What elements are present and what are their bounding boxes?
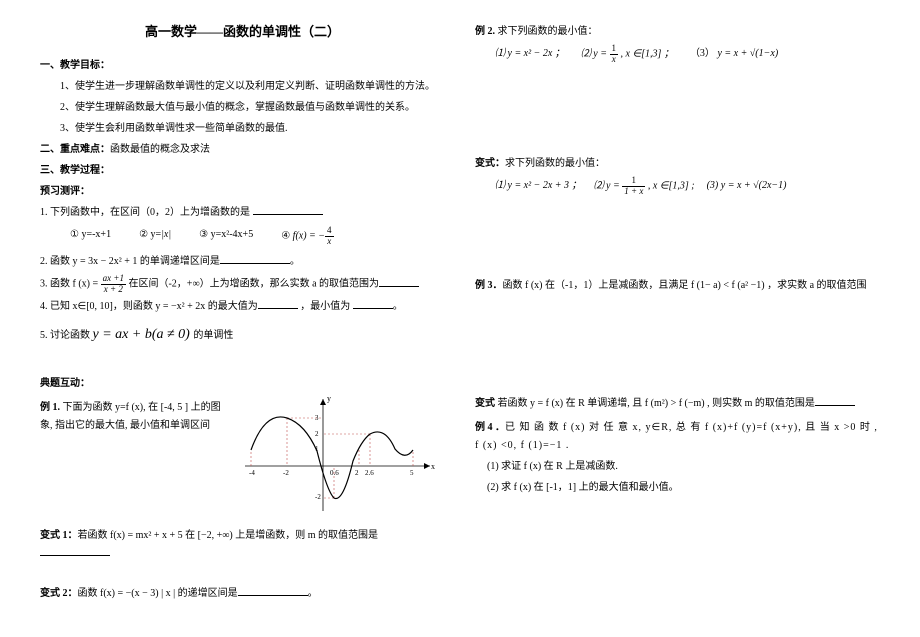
- ex4-label: 例 4 ．: [475, 422, 505, 433]
- opt-4: ④ f(x) = −4x: [281, 226, 333, 247]
- svg-text:5: 5: [410, 469, 414, 477]
- goal-1: 1、使学生进一步理解函数单调性的定义以及利用定义判断、证明函数单调性的方法。: [40, 78, 445, 96]
- ex4-sub1: (1) 求证 f (x) 在 R 上是减函数.: [475, 458, 880, 476]
- v2r-3: (3) y = x + √(2x−1): [707, 177, 787, 195]
- sec-process: 三、教学过程：: [40, 162, 445, 180]
- opt-2: ② y=|x|: [139, 226, 171, 247]
- q4: 4. 已知 x∈[0, 10]，则函数 y = −x² + 2x 的最大值为 ，…: [40, 298, 445, 316]
- q4-blank2: [353, 300, 393, 309]
- q2: 2. 函数 y = 3x − 2x² + 1 的单调递增区间是。: [40, 253, 445, 271]
- svg-text:2: 2: [315, 430, 319, 438]
- v2r-1: ⑴ y = x² − 2x + 3 ；: [495, 177, 582, 195]
- q5a: 5. 讨论函数: [40, 330, 90, 341]
- q4b: ，最小值为: [300, 301, 350, 312]
- q5: 5. 讨论函数 y = ax + b(a ≠ 0) 的单调性: [40, 322, 445, 347]
- graph-figure: x y -4 -2 0.6 2 2.6 5 -2 1 2 3: [235, 391, 435, 516]
- v2r-2: ⑵ y = 11 + x , x ∈[1,3] ;: [594, 176, 695, 197]
- q5m: y = ax + b(a ≠ 0): [93, 327, 194, 342]
- q3-blank: [379, 278, 419, 287]
- ex2-1: ⑴ y = x² − 2x ；: [495, 45, 565, 63]
- ex3-body: 函数 f (x) 在（-1，1）上是减函数，且满足 f (1− a) < f (…: [503, 280, 867, 291]
- svg-text:-2: -2: [283, 469, 289, 477]
- ex2-3: （3） y = x + √(1−x): [690, 45, 778, 63]
- q3b: 在区间（-2，+∞）上为增函数，那么实数 a 的取值范围为: [128, 279, 379, 290]
- v1-label: 变式 1：: [40, 530, 78, 541]
- ex4-body: 已 知 函 数 f (x) 对 任 意 x, y∈R, 总 有 f (x)+f …: [475, 422, 878, 451]
- q1-blank: [253, 206, 323, 215]
- v2-label: 变式 2：: [40, 588, 78, 599]
- ex2-body: 求下列函数的最小值：: [498, 26, 598, 37]
- variant1: 变式 1：若函数 f(x) = mx² + x + 5 在 [−2, +∞) 上…: [40, 527, 445, 563]
- v2r-label: 变式：: [475, 158, 505, 169]
- ex3-label: 例 3．: [475, 280, 503, 291]
- ex1-body: 下面为函数 y=f (x), 在 [-4, 5 ] 上的图象, 指出它的最大值,…: [40, 402, 221, 431]
- preview-heading: 预习测评：: [40, 183, 445, 201]
- example1-text: 例 1. 下面为函数 y=f (x), 在 [-4, 5 ] 上的图象, 指出它…: [40, 399, 222, 435]
- example2: 例 2. 求下列函数的最小值：: [475, 23, 880, 41]
- svg-text:0.6: 0.6: [330, 469, 339, 477]
- ex4-sub2: (2) 求 f (x) 在 [-1，1] 上的最大值和最小值。: [475, 479, 880, 497]
- svg-text:x: x: [431, 462, 435, 471]
- v2r-body: 求下列函数的最小值：: [505, 158, 605, 169]
- v2-blank: [238, 587, 308, 596]
- sec-key-text: 函数最值的概念及求法: [110, 144, 210, 155]
- v1-body: 若函数 f(x) = mx² + x + 5 在 [−2, +∞) 上是增函数，…: [78, 530, 379, 541]
- svg-text:-2: -2: [315, 493, 321, 501]
- q1-text: 1. 下列函数中，在区间（0，2）上为增函数的是: [40, 207, 250, 218]
- q1-options: ① y=-x+1 ② y=|x| ③ y=x²-4x+5 ④ f(x) = −4…: [40, 226, 445, 247]
- q2-text: 2. 函数 y = 3x − 2x² + 1 的单调递增区间是: [40, 256, 220, 267]
- q4a: 4. 已知 x∈[0, 10]，则函数 y = −x² + 2x 的最大值为: [40, 301, 258, 312]
- sec-key: 二、重点难点：函数最值的概念及求法: [40, 141, 445, 159]
- goal-2: 2、使学生理解函数最大值与最小值的概念，掌握函数最值与函数单调性的关系。: [40, 99, 445, 117]
- sec-key-label: 二、重点难点：: [40, 144, 110, 155]
- svg-text:y: y: [327, 394, 331, 403]
- q1: 1. 下列函数中，在区间（0，2）上为增函数的是: [40, 204, 445, 222]
- svg-text:2.6: 2.6: [365, 469, 374, 477]
- variant3: 变式 若函数 y = f (x) 在 R 单调递增, 且 f (m²) > f …: [475, 395, 880, 413]
- example1-block: 例 1. 下面为函数 y=f (x), 在 [-4, 5 ] 上的图象, 指出它…: [40, 399, 445, 509]
- page-title: 高一数学——函数的单调性（二）: [40, 20, 445, 43]
- variant-r2: 变式：求下列函数的最小值：: [475, 155, 880, 173]
- v3-blank: [815, 397, 855, 406]
- goal-3: 3、使学生会利用函数单调性求一些简单函数的最值.: [40, 120, 445, 138]
- sec-goal: 一、教学目标：: [40, 57, 445, 75]
- v3-label: 变式: [475, 398, 495, 409]
- v3-body: 若函数 y = f (x) 在 R 单调递增, 且 f (m²) > f (−m…: [498, 398, 815, 409]
- opt-3: ③ y=x²-4x+5: [199, 226, 253, 247]
- ex1-label: 例 1.: [40, 402, 63, 413]
- q4-blank1: [258, 300, 298, 309]
- svg-text:-4: -4: [249, 469, 255, 477]
- left-column: 高一数学——函数的单调性（二） 一、教学目标： 1、使学生进一步理解函数单调性的…: [25, 20, 460, 617]
- right-column: 例 2. 求下列函数的最小值： ⑴ y = x² − 2x ； ⑵ y = 1x…: [460, 20, 895, 617]
- v1-blank: [40, 547, 110, 556]
- q3a: 3. 函数 f (x) =: [40, 279, 98, 290]
- variant2: 变式 2：函数 f(x) = −(x − 3) | x | 的递增区间是。: [40, 585, 445, 603]
- ex2-label: 例 2.: [475, 26, 498, 37]
- q3: 3. 函数 f (x) = ax +1x + 2 在区间（-2，+∞）上为增函数…: [40, 274, 445, 295]
- opt-1: ① y=-x+1: [70, 226, 111, 247]
- example3: 例 3．函数 f (x) 在（-1，1）上是减函数，且满足 f (1− a) <…: [475, 277, 880, 295]
- example4: 例 4 ．已 知 函 数 f (x) 对 任 意 x, y∈R, 总 有 f (…: [475, 419, 880, 455]
- q5b: 的单调性: [193, 330, 233, 341]
- q2-blank: [220, 255, 290, 264]
- svg-text:2: 2: [355, 469, 359, 477]
- v2r-items: ⑴ y = x² − 2x + 3 ； ⑵ y = 11 + x , x ∈[1…: [475, 176, 880, 197]
- v2-body: 函数 f(x) = −(x − 3) | x | 的递增区间是: [78, 588, 238, 599]
- ex2-items: ⑴ y = x² − 2x ； ⑵ y = 1x , x ∈[1,3] ； （3…: [475, 44, 880, 65]
- ex2-2: ⑵ y = 1x , x ∈[1,3] ；: [581, 44, 674, 65]
